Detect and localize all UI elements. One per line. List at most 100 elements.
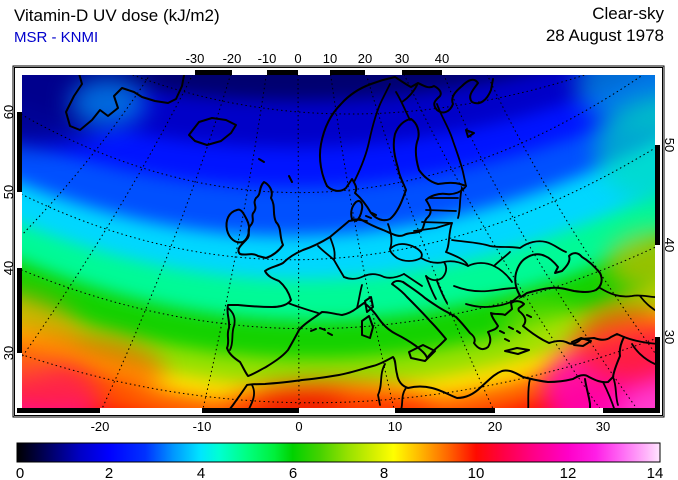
- frame-zebra: [12, 65, 665, 418]
- axis-tick-label: 30: [395, 51, 409, 66]
- meridian-30w: [17, 70, 196, 365]
- colorbar-tick-label: 14: [647, 465, 664, 480]
- border-france-spain: [287, 302, 319, 314]
- colorbar-tick-label: 8: [380, 465, 388, 480]
- date-label: 28 August 1978: [545, 26, 664, 45]
- border-france-belgium: [317, 245, 335, 261]
- top-axis: -30 -20 -10 0 10 20 30 40: [186, 51, 450, 66]
- coast-crete: [504, 347, 530, 355]
- axis-tick-label: 40: [662, 238, 677, 252]
- uv-field-anomalies: [17, 70, 660, 413]
- axis-tick-label: -10: [258, 51, 277, 66]
- coast-black-sea: [514, 252, 603, 298]
- border-finland-russia: [436, 103, 467, 187]
- border-sweden-finland: [395, 91, 411, 121]
- axis-tick-label: 0: [295, 419, 302, 434]
- coast-iceland: [188, 117, 237, 146]
- meridian-30e: [401, 70, 604, 413]
- axis-tick-label: -30: [186, 51, 205, 66]
- axis-tick-label: 10: [388, 419, 402, 434]
- coast-aegean-islands: [499, 314, 532, 342]
- map-outer-frame: [12, 65, 665, 418]
- axis-tick-label: 60: [1, 105, 16, 119]
- borders-layer: [227, 82, 660, 413]
- bottom-axis: -20 -10 0 10 20 30: [91, 419, 611, 434]
- coast-faroe: [258, 158, 265, 163]
- colorbar-bar: [16, 442, 661, 463]
- left-axis: 60 50 40 30: [1, 105, 16, 360]
- coast-kolguyev-island: [465, 129, 475, 138]
- axis-tick-label: 10: [323, 51, 337, 66]
- coast-denmark: [350, 199, 364, 222]
- coast-scandinavia: [318, 76, 494, 187]
- axis-tick-label: 50: [1, 185, 16, 199]
- axis-tick-label: -20: [223, 51, 242, 66]
- meridian-20e: [364, 70, 496, 413]
- right-axis: 50 40 30: [662, 138, 677, 344]
- coast-greenland: [65, 70, 186, 131]
- meridian-10w: [201, 70, 268, 413]
- graticule-layer: [17, 70, 660, 413]
- river-nile: [584, 378, 591, 413]
- coast-shetland: [288, 175, 293, 183]
- border-germany-poland: [387, 223, 393, 250]
- coast-sardinia: [361, 315, 374, 339]
- colorbar-tick-label: 10: [468, 465, 485, 480]
- coast-west-europe: [226, 220, 365, 377]
- coast-danish-isles: [365, 212, 377, 219]
- parallel-40n: [17, 244, 660, 330]
- coast-great-britain: [237, 181, 284, 259]
- coast-ireland: [225, 208, 251, 244]
- coast-balkans-greece-turkey: [402, 281, 625, 351]
- border-moldova: [493, 251, 511, 267]
- parallel-30n: [17, 336, 660, 404]
- border-finland-norway: [401, 82, 419, 103]
- subtitle-msr-knmi: MSR - KNMI: [14, 29, 99, 46]
- border-spain-portugal: [227, 307, 236, 351]
- border-algeria-tunisia: [377, 363, 386, 406]
- colorbar-tick-label: 0: [16, 465, 24, 480]
- border-alps: [343, 273, 405, 280]
- colorbar-tick-label: 12: [560, 465, 577, 480]
- border-denmark-germany: [351, 218, 368, 222]
- border-slovenia-croatia: [403, 273, 423, 287]
- axis-tick-label: -20: [91, 419, 110, 434]
- coast-sicily: [408, 344, 436, 362]
- meridian-10e: [329, 70, 396, 413]
- axis-tick-label: 40: [1, 261, 16, 275]
- parallel-60n: [17, 70, 651, 194]
- colorbar-tick-label: 2: [105, 465, 113, 480]
- coast-cyprus: [571, 337, 592, 347]
- border-france-italy: [356, 284, 363, 309]
- axis-tick-label: 20: [358, 51, 372, 66]
- axis-tick-label: 30: [1, 346, 16, 360]
- colorbar-tick-label: 4: [197, 465, 205, 480]
- axis-tick-label: 20: [488, 419, 502, 434]
- axis-tick-label: 30: [596, 419, 610, 434]
- axis-tick-label: 50: [662, 138, 677, 152]
- coast-corsica: [364, 296, 374, 313]
- coast-balearics: [310, 327, 333, 336]
- border-israel-jordan: [612, 376, 619, 406]
- axis-tick-label: 30: [662, 330, 677, 344]
- border-bulgaria-greece: [465, 295, 520, 308]
- border-poland-east: [413, 222, 453, 253]
- page-title: Vitamin-D UV dose (kJ/m2): [14, 6, 220, 25]
- axis-tick-label: 0: [294, 51, 301, 66]
- meridian-50e: [484, 70, 660, 361]
- axis-tick-label: -10: [193, 419, 212, 434]
- colorbar-labels: 0 2 4 6 8 10 12 14: [16, 465, 664, 480]
- border-norway-sweden: [353, 83, 391, 183]
- meridian-20w: [99, 70, 233, 413]
- meridian-0: [297, 70, 300, 413]
- axis-tick-label: 40: [435, 51, 449, 66]
- border-ukraine: [445, 239, 567, 267]
- border-serbia-bosnia: [425, 275, 448, 304]
- coast-levant-north-africa: [226, 336, 625, 413]
- colorbar-tick-label: 6: [289, 465, 297, 480]
- border-austria-hungary: [420, 257, 469, 282]
- border-baltics: [421, 187, 463, 224]
